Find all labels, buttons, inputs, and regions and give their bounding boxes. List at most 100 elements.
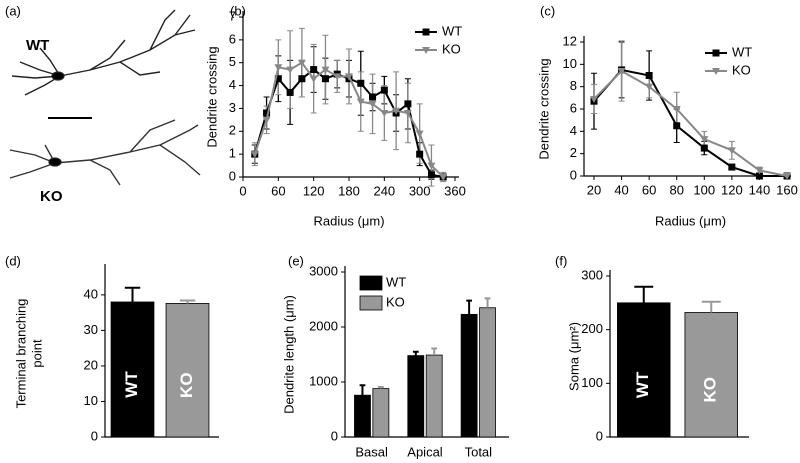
line	[593, 69, 788, 177]
x-tick-label: Apical	[407, 444, 443, 459]
marker	[672, 106, 681, 113]
error-cap	[251, 142, 258, 167]
y-tick-label: 30	[84, 322, 98, 337]
y-tick-label: 0	[91, 428, 98, 443]
x-axis-label: Radius (μm)	[313, 213, 384, 228]
y-tick-label: 200	[581, 321, 603, 336]
x-tick-label: 140	[749, 182, 771, 197]
axis-line	[583, 36, 791, 177]
error-bar	[466, 299, 473, 315]
y-tick-label: 0	[596, 428, 603, 443]
y-tick-label: 300	[581, 267, 603, 282]
marker	[333, 73, 342, 81]
x-tick-label: 60	[642, 182, 656, 197]
marker	[755, 167, 764, 175]
error-bar	[412, 350, 419, 356]
marker	[755, 172, 763, 180]
bar-label: KO	[177, 372, 196, 398]
marker	[728, 163, 736, 171]
error-cap	[646, 50, 653, 101]
error-cap	[591, 72, 597, 130]
error-cap	[275, 39, 282, 96]
x-tick-label: 100	[693, 182, 715, 197]
y-tick-label: 1	[229, 146, 236, 161]
x-tick-label: 80	[669, 182, 683, 197]
bar	[110, 301, 155, 438]
error-cap	[618, 40, 625, 102]
marker	[590, 95, 598, 103]
legend-label: WT	[442, 23, 462, 38]
marker	[673, 122, 681, 130]
x-tick-label: Basal	[355, 444, 388, 459]
marker	[392, 107, 401, 115]
x-tick-label: 160	[776, 182, 798, 197]
error-bar	[634, 285, 654, 303]
x-tick-label: 300	[409, 183, 431, 198]
marker	[250, 151, 259, 159]
x-tick-label: 180	[338, 183, 360, 198]
marker	[404, 100, 412, 108]
y-tick-label: 12	[563, 33, 577, 48]
marker	[712, 49, 720, 57]
marker	[403, 110, 412, 117]
marker	[274, 64, 283, 72]
marker	[645, 83, 654, 91]
y-tick-label: 1000	[309, 373, 338, 388]
marker	[416, 150, 424, 158]
panel-label: (c)	[540, 3, 555, 18]
marker	[380, 86, 388, 94]
x-tick-label: 0	[239, 183, 246, 198]
marker	[309, 75, 318, 83]
image-label: KO	[40, 188, 63, 205]
marker	[415, 130, 424, 138]
error-cap	[298, 27, 305, 98]
marker	[783, 173, 791, 180]
line	[593, 68, 787, 177]
marker	[263, 109, 271, 117]
marker	[286, 88, 294, 96]
x-axis-label: Radius (μm)	[655, 213, 726, 228]
error-cap	[369, 73, 376, 135]
marker	[427, 162, 436, 170]
marker	[645, 72, 653, 79]
y-tick-label: 10	[563, 56, 577, 71]
bar	[372, 388, 390, 438]
y-axis-label: Terminal branching	[13, 299, 28, 409]
marker	[345, 73, 353, 81]
error-cap	[728, 140, 735, 160]
y-tick-label: 40	[84, 286, 98, 301]
panel-label: (d)	[5, 253, 21, 268]
y-tick-label: 10	[84, 393, 98, 408]
x-tick-label: 40	[614, 182, 628, 197]
y-axis-label: point	[29, 339, 44, 368]
bar	[425, 354, 443, 438]
y-axis-label: Soma (μm²)	[566, 322, 581, 391]
panel-label: (b)	[230, 3, 246, 18]
error-cap	[357, 71, 364, 132]
y-axis-label: Dendrite crossing	[536, 58, 551, 159]
y-tick-label: 7	[229, 8, 236, 23]
legend-label: KO	[732, 62, 751, 77]
marker	[439, 174, 448, 181]
marker	[286, 66, 295, 74]
error-cap	[404, 82, 411, 144]
bar	[479, 307, 496, 438]
y-tick-label: 5	[229, 54, 236, 69]
legend-label: WT	[386, 274, 406, 289]
y-axis-label: Dendrite crossing	[204, 46, 219, 147]
x-tick-label: 120	[303, 183, 325, 198]
panel-label: (e)	[288, 253, 304, 268]
bar	[407, 355, 425, 438]
error-cap	[393, 71, 400, 151]
y-tick-label: 2	[570, 145, 577, 160]
y-tick-label: 0	[229, 168, 236, 183]
y-tick-label: 0	[570, 167, 577, 182]
panel-label: (f)	[555, 253, 567, 268]
bar	[354, 394, 371, 438]
error-bar	[484, 297, 491, 308]
bar	[617, 302, 671, 438]
error-cap	[310, 43, 317, 114]
marker	[356, 98, 365, 106]
y-tick-label: 100	[581, 375, 603, 390]
